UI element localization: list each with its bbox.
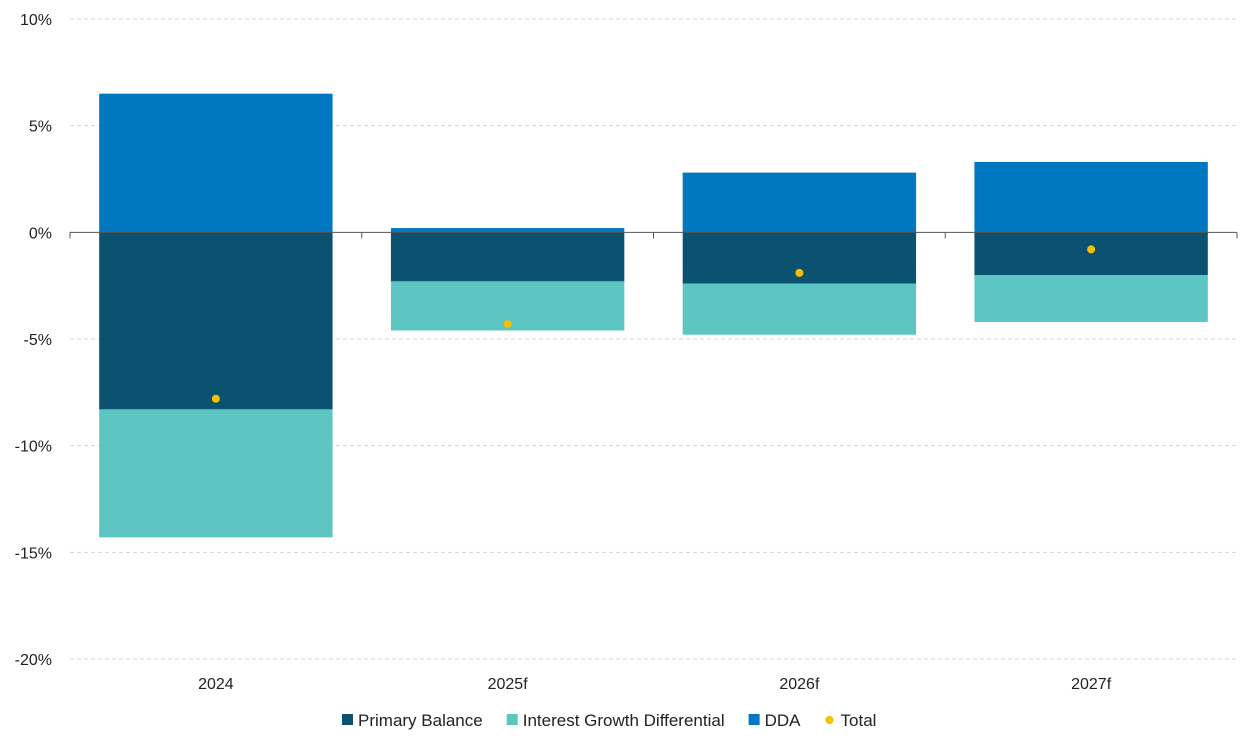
axes-layer [69,231,1238,239]
legend-item: Primary Balance [342,711,483,730]
total-point-2024 [211,394,220,403]
bar-interest-growth-differential-2024 [99,409,333,538]
y-tick-label: -10% [15,439,52,456]
bar-interest-growth-differential-2026f [682,283,917,335]
y-tick-label: -5% [24,332,52,349]
bar-dda-2027f [974,161,1208,233]
bar-dda-2024 [99,93,333,233]
legend: Primary Balance Interest Growth Different… [342,711,876,730]
legend-swatch [342,714,353,725]
x-tick-label: 2026f [779,676,820,693]
legend-item: DDA [748,711,802,730]
total-point-2026f [795,268,804,277]
bar-dda-2025f [390,228,625,233]
legend-label: Primary Balance [358,711,483,730]
total-point-2025f [503,320,512,329]
y-tick-label: -15% [15,545,52,562]
y-tick-label: 5% [29,119,52,136]
x-tick-label: 2027f [1071,676,1112,693]
legend-label: DDA [765,711,802,730]
x-tick-label: 2025f [488,676,529,693]
y-tick-label: 10% [20,12,52,29]
x-tick-label: 2024 [198,676,234,693]
y-tick-label: -20% [15,652,52,669]
bar-interest-growth-differential-2027f [974,275,1208,322]
bar-primary-balance-2025f [390,232,625,282]
y-tick-label: 0% [29,225,52,242]
legend-swatch [506,714,518,725]
grid-lines [70,18,1237,660]
total-point-2027f [1087,245,1096,254]
x-axis-tick-labels: 2024 2025f 2026f 2027f [198,676,1112,693]
bars-layer [99,93,1208,538]
bar-dda-2026f [682,172,917,233]
bar-primary-balance-2027f [974,232,1208,275]
legend-item: Total [825,711,877,730]
legend-label: Total [841,711,877,730]
bar-primary-balance-2024 [99,232,333,410]
legend-item: Interest Growth Differential [506,711,725,730]
y-axis-tick-labels: 10% 5% 0% -5% -10% -15% -20% [15,12,52,669]
total-points-layer [211,245,1096,403]
legend-swatch [825,716,834,724]
legend-label: Interest Growth Differential [523,711,725,730]
legend-swatch [748,714,760,725]
